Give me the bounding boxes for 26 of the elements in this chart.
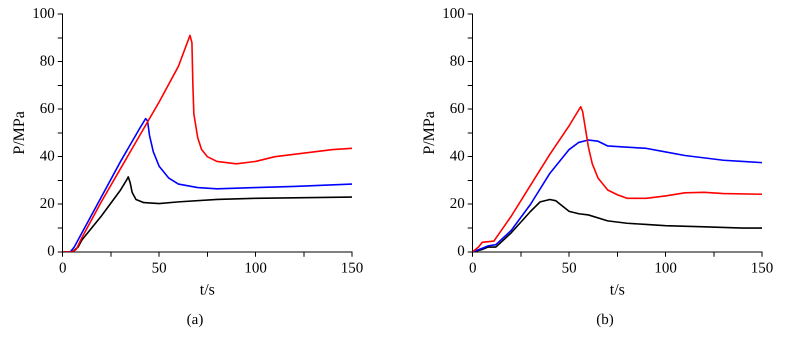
y-tick-label: 40 <box>40 148 55 165</box>
y-tick-label: 20 <box>40 196 55 212</box>
y-tick-label: 100 <box>442 6 465 22</box>
x-tick-label: 0 <box>58 260 66 277</box>
y-tick-label: 40 <box>450 148 465 165</box>
y-axis-title: P/MPa <box>10 111 28 155</box>
text: (a) <box>186 312 204 329</box>
x-tick-label: 50 <box>562 260 577 277</box>
x-tick-label: 100 <box>244 260 267 277</box>
x-tick-label: 150 <box>750 260 774 277</box>
y-tick-label: 80 <box>450 54 465 70</box>
text: (b) <box>595 312 615 329</box>
x-tick-label: 100 <box>654 260 677 277</box>
x-tick-label: 50 <box>152 260 167 277</box>
y-tick-label: 0 <box>457 244 465 260</box>
x-tick-label: 150 <box>340 260 364 277</box>
y-tick-label: 60 <box>450 101 465 118</box>
y-tick-label: 60 <box>40 101 55 118</box>
y-axis-title: P/MPa <box>420 111 438 155</box>
y-tick-label: 100 <box>32 6 55 22</box>
x-axis-title: t/s <box>610 282 625 299</box>
y-tick-label: 0 <box>47 244 55 260</box>
x-axis-title: t/s <box>200 282 215 299</box>
y-tick-label: 20 <box>450 196 465 212</box>
y-tick-label: 80 <box>40 54 55 70</box>
x-tick-label: 0 <box>468 260 476 277</box>
